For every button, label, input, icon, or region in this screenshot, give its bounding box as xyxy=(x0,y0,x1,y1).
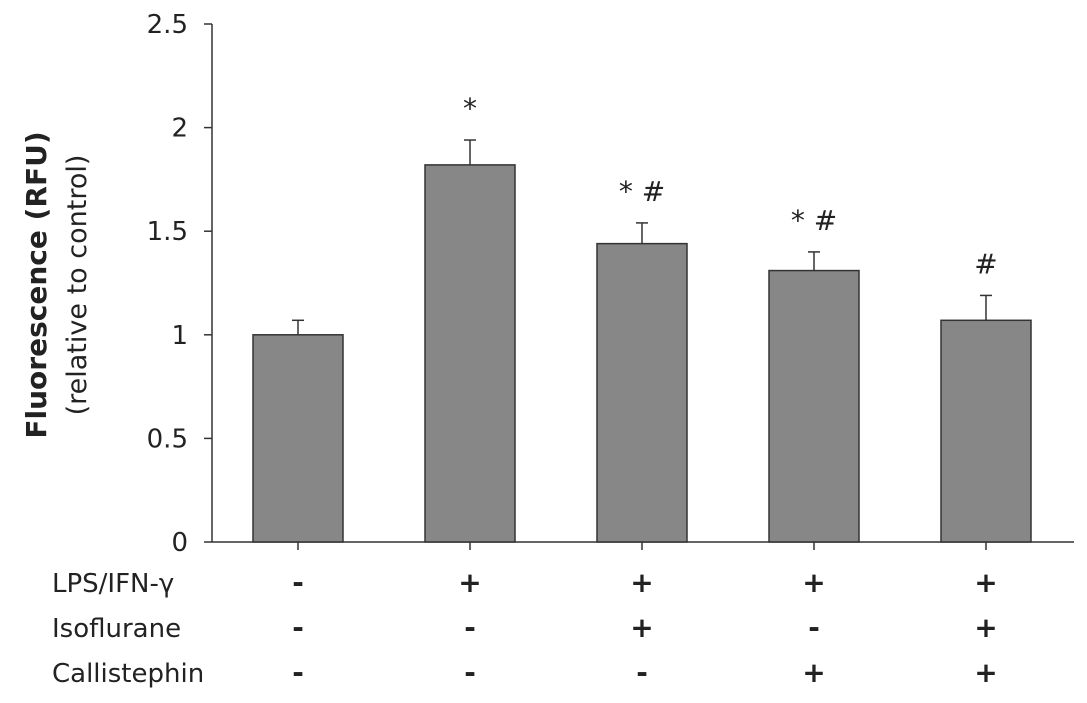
significance-marker: * # xyxy=(791,204,837,237)
bar xyxy=(768,269,860,543)
condition-sign: - xyxy=(464,656,476,689)
condition-sign: - xyxy=(636,656,648,689)
condition-sign: + xyxy=(630,566,653,599)
bar xyxy=(424,164,516,543)
y-axis-label: Fluorescence (RFU) xyxy=(20,131,53,438)
condition-sign: + xyxy=(974,611,997,644)
y-tick-label: 0 xyxy=(171,528,188,558)
significance-marker: * # xyxy=(619,175,665,208)
condition-label: LPS/IFN-γ xyxy=(52,569,174,599)
condition-sign: - xyxy=(292,656,304,689)
condition-sign: + xyxy=(974,566,997,599)
condition-sign: + xyxy=(974,656,997,689)
condition-sign: - xyxy=(808,611,820,644)
significance-annotations: * * # * # # xyxy=(463,92,998,280)
condition-sign: + xyxy=(802,656,825,689)
bar xyxy=(940,319,1032,543)
condition-label: Callistephin xyxy=(52,659,204,689)
y-tick-label: 0.5 xyxy=(147,424,188,454)
y-axis-sublabel: (relative to control) xyxy=(62,155,93,416)
bars xyxy=(252,139,1032,543)
axes: 0 0.5 1 1.5 2 2.5 xyxy=(147,10,1074,558)
significance-marker: * xyxy=(463,92,477,125)
condition-label: Isoflurane xyxy=(52,614,181,644)
condition-sign: + xyxy=(802,566,825,599)
bar xyxy=(252,334,344,543)
y-tick-label: 2.5 xyxy=(147,10,188,40)
y-axis-title: Fluorescence (RFU) (relative to control) xyxy=(20,131,93,438)
y-tick-label: 2 xyxy=(171,114,188,144)
bar xyxy=(596,242,688,543)
y-tick-label: 1.5 xyxy=(147,217,188,247)
condition-sign: + xyxy=(630,611,653,644)
y-tick-label: 1 xyxy=(171,321,188,351)
condition-sign: + xyxy=(458,566,481,599)
significance-marker: # xyxy=(974,247,997,280)
condition-sign: - xyxy=(292,566,304,599)
condition-sign: - xyxy=(464,611,476,644)
condition-table: LPS/IFN-γ - + + + + Isoflurane - - + - + Callistephi… xyxy=(52,566,998,689)
condition-sign: - xyxy=(292,611,304,644)
